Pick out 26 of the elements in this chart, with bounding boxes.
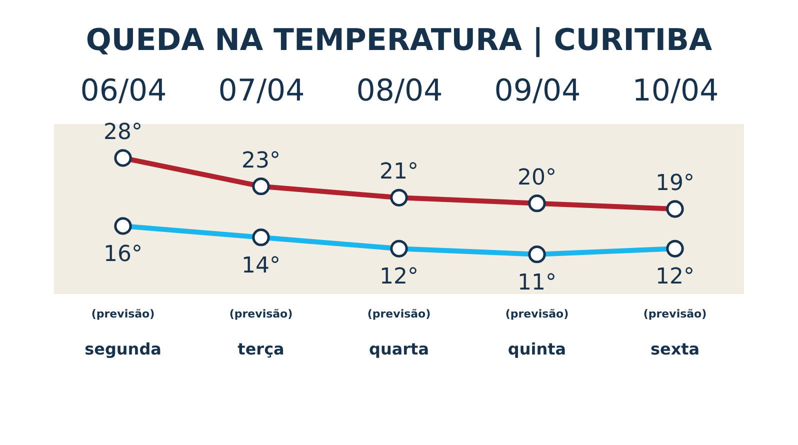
data-label: 23° xyxy=(242,148,280,174)
x-tick-label: 09/04 xyxy=(494,74,581,108)
data-label: 28° xyxy=(104,120,142,145)
data-label: 12° xyxy=(380,264,418,290)
data-label: 21° xyxy=(380,160,418,185)
text: quarta xyxy=(369,340,429,358)
text: (previsão) xyxy=(505,308,569,320)
data-label: 14° xyxy=(242,253,280,278)
text: (previsão) xyxy=(367,308,431,320)
data-label: 19° xyxy=(656,171,694,196)
data-label: 16° xyxy=(104,242,142,267)
x-tick-label: 08/04 xyxy=(356,74,443,108)
x-tick-label: 07/04 xyxy=(218,74,305,108)
text: sexta xyxy=(650,340,700,358)
text: terça xyxy=(238,340,284,358)
data-label: 12° xyxy=(656,264,694,290)
text: segunda xyxy=(84,340,162,358)
x-tick-label: 06/04 xyxy=(80,74,167,108)
x-tick-label: 10/04 xyxy=(632,74,719,108)
text: (previsão) xyxy=(643,308,707,320)
text: (previsão) xyxy=(91,308,155,320)
chart-title: QUEDA NA TEMPERATURA | CURITIBA xyxy=(86,23,713,58)
data-label: 11° xyxy=(518,270,556,296)
text: quinta xyxy=(508,340,566,358)
text: (previsão) xyxy=(229,308,293,320)
data-label: 20° xyxy=(518,165,556,190)
